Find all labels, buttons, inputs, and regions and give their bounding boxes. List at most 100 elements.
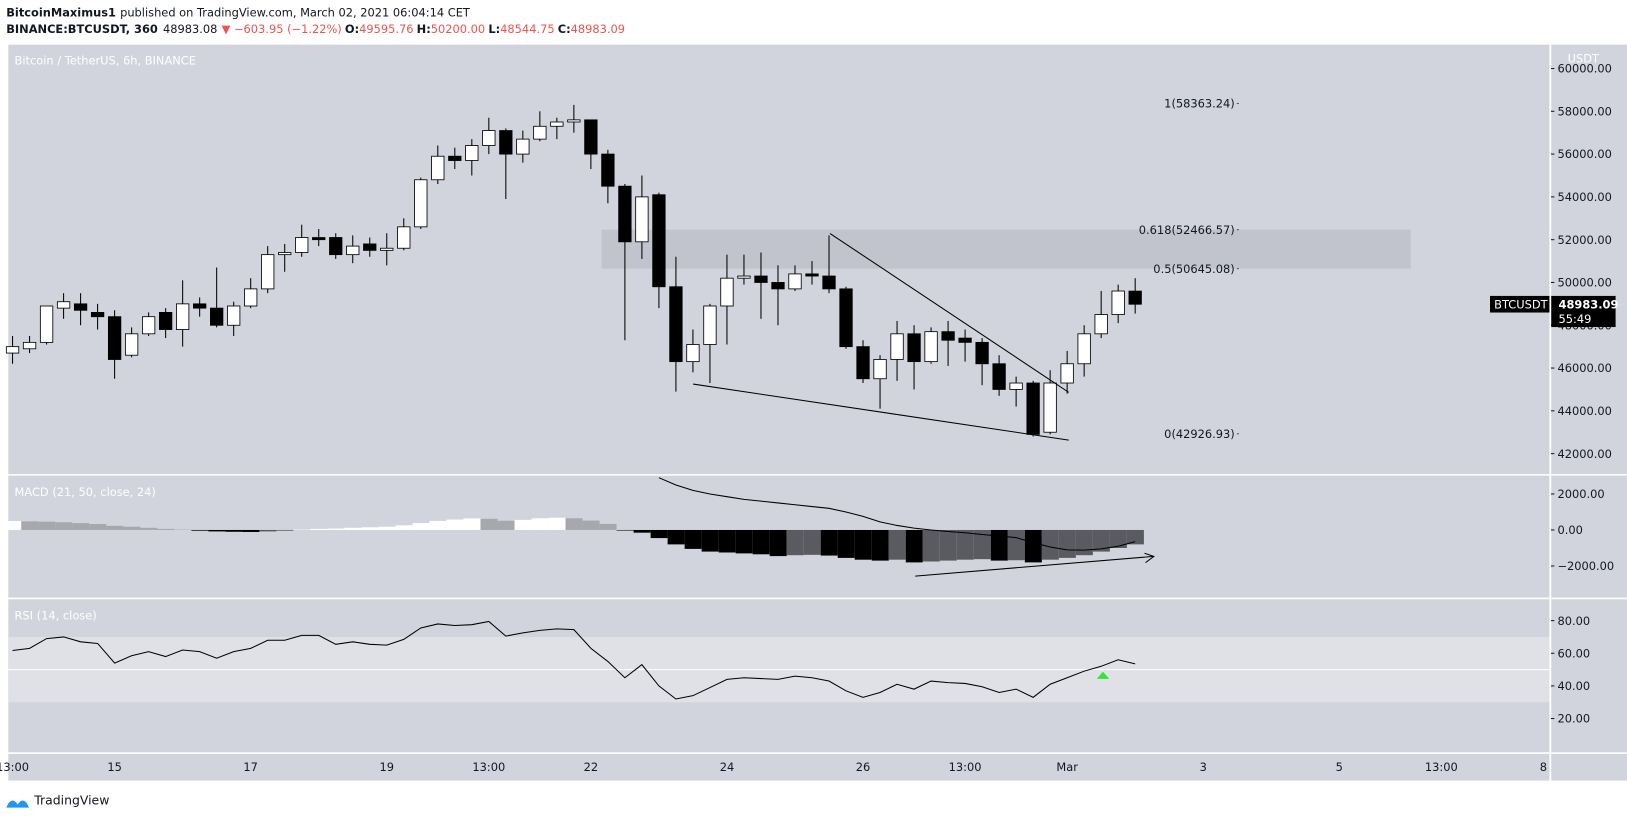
y-tick-label: 60000.00 [1557,62,1611,76]
candle-body [39,305,54,343]
candle-body [635,196,649,243]
candle-body [431,155,445,181]
candle-body [227,305,241,326]
candle-body [56,301,71,309]
candle-body [890,333,904,360]
candle-body [873,359,887,380]
y-tick-label: 58000.00 [1557,104,1611,118]
candle-body [1026,382,1040,435]
indicator-title: MACD (21, 50, close, 24) [15,485,156,499]
candle-body [907,333,921,363]
y-tick-label: 46000.00 [1557,361,1611,375]
histogram-bar [21,521,39,530]
indicator-line [658,477,1136,551]
candle-body [5,346,20,354]
histogram-bar [973,529,991,560]
histogram-bar [191,529,209,531]
ohlc-key: H: [417,22,431,36]
candle-body [686,344,700,363]
candle-body [839,288,853,348]
candle-body [278,252,292,256]
histogram-bar [463,518,481,530]
candle-body [499,130,513,155]
x-tick-label: 15 [107,760,122,774]
symbol-line: BINANCE:BTCUSDT, 360 48983.08 ▼ −603.95 (−… [6,22,625,36]
candle-body [992,363,1006,390]
histogram-bar [276,529,294,531]
y-tick-label: 42000.00 [1557,447,1611,461]
candle-body [805,273,819,277]
histogram-bar [854,529,872,560]
candle-body [771,282,785,290]
histogram-bar [327,528,345,530]
candle-body [924,331,938,363]
candle-body [397,226,411,249]
histogram-bar [803,529,821,555]
histogram-bar [752,529,770,555]
ohlc-key: O: [345,22,359,36]
candle-body [1043,382,1057,433]
candle-body [346,245,360,256]
histogram-bar [429,520,447,530]
candle-body [720,277,734,307]
candle-body [1077,333,1091,365]
histogram-bar [1041,529,1059,560]
histogram-bar [208,529,226,532]
y-tick-label: 80.00 [1557,614,1590,628]
candle-body [141,316,156,335]
ohlc-key: L: [488,22,500,36]
candle-body [329,237,343,256]
candle-body [958,337,972,343]
x-tick-label: 13:00 [1425,760,1458,774]
countdown: 55:49 [1559,312,1592,326]
price-axis-background [1551,598,1627,753]
candle-body [210,307,224,326]
candle-body [856,346,870,380]
x-tick-label: Mar [1056,760,1078,774]
histogram-bar [922,529,940,562]
histogram-bar [225,529,243,532]
last-price-badge [1551,295,1616,328]
histogram-bar [956,529,974,560]
price: 48983.08 [163,22,217,36]
signal-marker [1096,671,1110,679]
histogram-bar [259,529,277,532]
candle-body [584,119,598,155]
unit-label: USDT [1568,51,1599,65]
candle-body [601,153,615,187]
y-tick-label: 44000.00 [1557,404,1611,418]
histogram-bar [616,529,634,531]
histogram-bar [140,527,158,530]
candle-body [1094,314,1108,335]
ohlc-value: 48983.09 [571,22,625,36]
candle-body [618,185,632,243]
histogram-bar [582,520,600,530]
candle-body [1128,290,1142,305]
histogram-bar [1024,529,1042,563]
candle-body [465,145,479,161]
candle-body [312,237,326,241]
candle-body [22,341,37,350]
candle-body [669,286,683,363]
histogram-bar [395,525,413,530]
candle-body [533,125,547,140]
footer-logo: TradingView [6,792,109,808]
time-axis-background [8,753,1551,781]
y-tick-label: 60.00 [1557,646,1590,660]
histogram-bar [905,529,923,563]
y-tick-label: 2000.00 [1557,487,1604,501]
histogram-bar [514,519,532,530]
histogram-bar [1007,529,1025,561]
change: ▼ −603.95 (−1.22%) [222,22,342,36]
fib-label: 0.5(50645.08) [1153,262,1234,276]
histogram-bar [837,529,855,558]
histogram-bar [548,517,566,530]
candle-body [1009,382,1023,390]
logo-icon [6,800,30,808]
histogram-bar [344,527,362,530]
y-tick-label: 54000.00 [1557,190,1611,204]
histogram-bar [157,528,175,530]
histogram-bar [718,529,736,553]
